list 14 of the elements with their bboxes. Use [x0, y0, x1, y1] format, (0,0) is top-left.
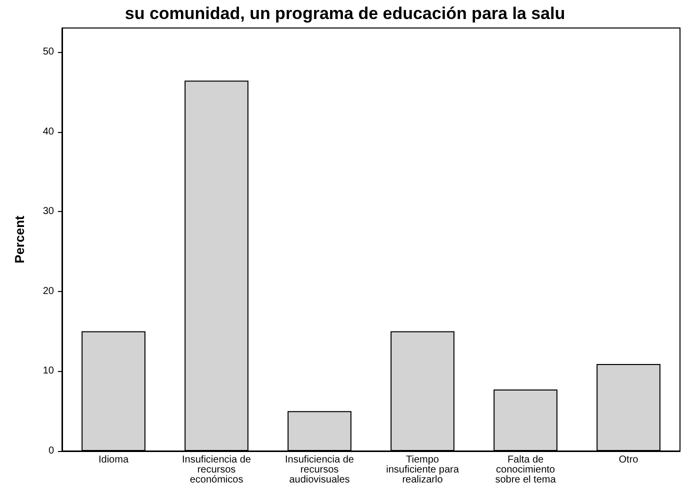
- chart-title: su comunidad, un programa de educación para la salu: [124, 4, 566, 23]
- y-tick-label: 10: [42, 366, 54, 377]
- x-tick-label: Otro: [618, 454, 639, 466]
- y-tick-label: 50: [42, 46, 54, 58]
- x-tick-label: Tiempo insuficiente para realizarlo: [386, 454, 460, 486]
- x-tick-label: Idioma: [98, 454, 129, 466]
- x-tick-label: Falta de conocimiento sobre el tema: [495, 454, 556, 486]
- y-tick-label: 0: [48, 446, 54, 456]
- y-tick-label: 30: [42, 206, 54, 218]
- x-tick-label: Insuficiencia de recursos audiovisuales: [285, 454, 354, 486]
- x-tick-label: Insuficiencia de recursos económicos: [182, 454, 252, 486]
- y-axis-title: Percent: [12, 214, 27, 264]
- y-tick-label: 40: [42, 126, 54, 138]
- y-tick-label: 20: [42, 286, 54, 297]
